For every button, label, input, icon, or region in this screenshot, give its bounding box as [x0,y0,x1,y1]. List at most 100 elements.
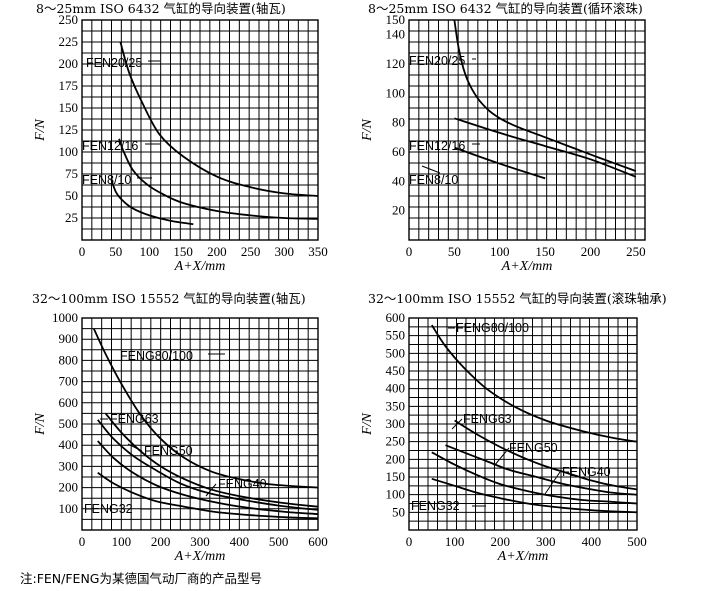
y-tick-label: 600 [386,310,406,325]
x-tick-label: 200 [581,244,601,259]
x-axis-label: A+X/mm [174,549,226,564]
series-label-leader [127,443,143,452]
x-tick-label: 600 [308,534,328,549]
x-tick-label: 100 [140,244,160,259]
y-tick-label: 150 [386,469,406,484]
series-line-feng40 [431,451,638,505]
y-axis-label: F/N [360,118,375,141]
y-tick-label: 100 [59,144,79,159]
y-tick-label: 100 [386,487,406,502]
y-tick-label: 75 [65,166,78,181]
grid [409,318,637,530]
y-tick-label: 125 [59,122,79,137]
series-label-leader [544,471,561,495]
series-label-leader [493,447,510,467]
y-tick-label: 500 [386,345,406,360]
y-tick-label: 150 [59,100,79,115]
chart-panel-2: 8～25mm ISO 6432 气缸的导向装置(循环滚珠) 0 50 100 150 20… [360,1,646,274]
series-line-fen20-25 [453,19,637,172]
plot-frame [81,317,319,531]
y-tick-label: 200 [59,480,79,495]
series-line-fen8-10 [110,178,194,226]
x-tick-label: 200 [490,534,510,549]
y-tick-label: 400 [59,437,79,452]
x-tick-label: 100 [490,244,510,259]
y-tick-label: 200 [386,451,406,466]
x-tick-label: 150 [535,244,555,259]
y-tick-label: 600 [59,395,79,410]
series-label-feng63: FENG63 [463,412,512,426]
x-tick-label: 100 [445,534,465,549]
grid [82,20,318,240]
x-tick-label: 300 [536,534,556,549]
y-tick-label: 1000 [52,310,78,325]
series-line-fen8-10 [454,146,546,180]
y-tick-label: 900 [59,331,79,346]
x-tick-label: 400 [582,534,602,549]
chart-title: 8～25mm ISO 6432 气缸的导向装置(轴瓦) [36,1,286,16]
series-label-fen12-16: FEN12/16 [82,139,138,153]
x-axis-label: A+X/mm [174,259,226,274]
y-tick-label: 700 [59,374,79,389]
x-tick-label: 50 [109,244,122,259]
series-label-feng63: FENG63 [110,412,159,426]
series-label-fen20-25: FEN20/25 [409,54,465,68]
series-label-feng80-100: FENG80/100 [120,349,193,363]
y-tick-label: 150 [386,12,406,27]
plot-frame [408,317,638,531]
y-tick-label: 200 [59,56,79,71]
series-label-feng50: FENG50 [509,441,558,455]
x-tick-label: 250 [241,244,261,259]
series-line-feng63 [104,412,319,508]
x-tick-label: 150 [173,244,193,259]
series-line-feng32 [431,477,638,514]
series-label-feng40: FENG40 [218,477,267,491]
plot-frame [408,19,646,241]
series-line-fen20-25 [119,41,319,197]
series-line-feng50 [445,444,638,496]
series-label-feng32: FENG32 [84,502,133,516]
x-tick-label: 0 [406,244,413,259]
series-label-feng32: FENG32 [411,499,460,513]
y-tick-label: 40 [392,173,405,188]
y-tick-label: 250 [59,12,79,27]
y-tick-label: 120 [386,56,406,71]
y-tick-label: 80 [392,115,405,130]
series-label-leader [205,483,217,497]
y-tick-label: 100 [386,85,406,100]
series-label-feng50: FENG50 [144,444,193,458]
x-tick-label: 400 [230,534,250,549]
series-label-leader [451,418,463,430]
x-tick-label: 200 [207,244,227,259]
chart-panel-4: 32～100mm ISO 15552 气缸的导向装置(滚珠轴承) 0 100 200 3… [360,291,667,564]
series-label-feng40: FENG40 [562,465,611,479]
y-tick-label: 175 [59,78,79,93]
y-tick-label: 450 [386,363,406,378]
series-label-feng80-100: FENG80/100 [456,321,529,335]
series-label-fen12-16: FEN12/16 [409,139,465,153]
y-tick-label: 250 [386,434,406,449]
y-axis-label: F/N [33,412,48,435]
series-line-feng80-100 [431,324,638,443]
x-tick-label: 300 [190,534,210,549]
series-line-feng50 [97,419,319,511]
chart-panel-3: 32～100mm ISO 15552 气缸的导向装置(轴瓦) 0 100 200 300… [32,291,328,564]
y-axis-label: F/N [360,412,375,435]
series-line-feng40 [97,440,319,515]
series-line-feng63 [454,419,638,491]
x-tick-label: 0 [79,244,86,259]
y-tick-label: 400 [386,381,406,396]
footnote: 注:FEN/FENG为某德国气动厂商的产品型号 [20,571,262,586]
y-tick-label: 60 [392,144,405,159]
series-label-fen20-25: FEN20/25 [86,56,142,70]
y-tick-label: 800 [59,352,79,367]
x-tick-label: 350 [308,244,328,259]
plot-frame [81,19,319,241]
series-label-leader [421,165,441,174]
chart-title: 32～100mm ISO 15552 气缸的导向装置(轴瓦) [32,291,306,306]
x-tick-label: 500 [269,534,289,549]
y-tick-label: 20 [392,203,405,218]
x-tick-label: 100 [112,534,132,549]
chart-panel-1: 8～25mm ISO 6432 气缸的导向装置(轴瓦) 0 50 100 150 200 2… [33,1,328,274]
